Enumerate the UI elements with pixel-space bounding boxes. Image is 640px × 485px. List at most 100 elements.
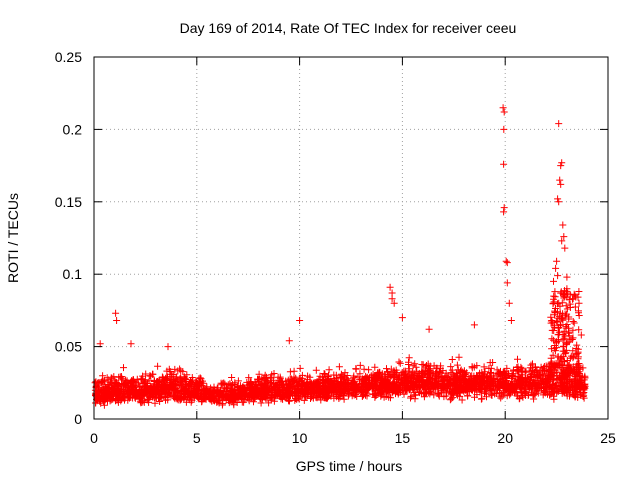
- data-point: [149, 393, 156, 401]
- data-point: [118, 395, 126, 403]
- data-point: [575, 307, 582, 315]
- data-point: [130, 382, 138, 390]
- data-point: [138, 399, 146, 406]
- data-point: [323, 389, 330, 397]
- data-point: [139, 397, 147, 405]
- data-point: [274, 389, 282, 397]
- data-point: [398, 314, 406, 322]
- data-point: [476, 369, 484, 377]
- data-point: [344, 392, 352, 400]
- data-point: [529, 383, 536, 391]
- data-point: [569, 334, 577, 342]
- data-point: [496, 384, 504, 391]
- data-point: [344, 376, 352, 384]
- data-point: [536, 371, 544, 379]
- data-point: [160, 377, 168, 385]
- data-point: [283, 394, 291, 402]
- data-point: [370, 380, 378, 388]
- data-point: [405, 354, 413, 362]
- y-tick-label: 0: [74, 411, 82, 427]
- data-point: [557, 321, 565, 329]
- data-point: [419, 369, 427, 377]
- data-point: [563, 392, 571, 400]
- data-point: [215, 397, 223, 404]
- data-point: [556, 302, 564, 310]
- data-point: [569, 384, 577, 391]
- data-point: [575, 326, 583, 334]
- data-point: [560, 291, 568, 299]
- y-tick-label: 0.2: [63, 121, 83, 137]
- data-point: [389, 380, 397, 388]
- data-point: [573, 364, 581, 372]
- data-point: [565, 313, 573, 321]
- x-axis-label: GPS time / hours: [296, 458, 403, 474]
- data-point: [99, 387, 107, 395]
- data-point: [367, 372, 375, 380]
- data-point: [184, 388, 192, 396]
- data-point: [557, 162, 565, 170]
- data-point: [247, 379, 255, 387]
- data-point: [166, 384, 174, 392]
- data-point: [253, 392, 261, 400]
- data-point: [369, 370, 377, 378]
- data-point: [396, 359, 404, 367]
- data-point: [433, 368, 441, 376]
- data-point: [337, 378, 345, 386]
- data-point: [290, 376, 298, 384]
- data-point: [307, 395, 314, 402]
- data-point: [354, 386, 362, 394]
- data-point: [521, 392, 529, 399]
- data-point: [552, 317, 560, 325]
- data-point: [154, 394, 162, 402]
- data-point: [434, 384, 442, 392]
- data-point: [547, 354, 555, 362]
- data-point: [291, 391, 299, 399]
- data-point: [218, 401, 226, 409]
- data-point: [105, 389, 113, 397]
- data-point: [360, 391, 367, 399]
- data-point: [376, 371, 384, 379]
- data-point: [365, 366, 373, 374]
- data-point: [174, 391, 182, 399]
- data-point: [481, 390, 488, 398]
- data-point: [198, 381, 206, 389]
- data-point: [390, 299, 398, 307]
- data-point: [245, 374, 253, 382]
- data-point: [517, 363, 525, 371]
- data-point: [177, 387, 185, 395]
- data-point: [341, 379, 349, 387]
- data-point: [131, 391, 139, 398]
- data-point: [182, 376, 190, 384]
- data-point: [122, 384, 130, 392]
- data-point: [266, 388, 274, 396]
- data-point: [403, 383, 411, 391]
- data-point: [495, 368, 503, 376]
- data-point: [300, 396, 308, 404]
- data-point: [412, 363, 420, 371]
- ticks-layer: 0 0.05 0.1 0.15 0.2 0.25 0 5 10 15 20 25: [55, 49, 616, 446]
- data-point: [308, 384, 316, 392]
- data-point: [560, 383, 568, 391]
- data-point: [559, 352, 567, 360]
- data-point: [139, 390, 147, 398]
- data-point: [340, 375, 348, 383]
- data-point: [167, 377, 175, 385]
- data-point: [371, 363, 379, 371]
- data-point: [171, 395, 179, 403]
- data-point: [500, 380, 508, 388]
- data-point: [120, 390, 128, 398]
- data-point: [566, 354, 574, 362]
- data-point: [562, 323, 570, 331]
- data-point: [190, 390, 197, 398]
- data-point: [292, 374, 300, 382]
- data-point: [552, 264, 560, 272]
- data-point: [131, 381, 139, 389]
- data-point: [513, 382, 521, 390]
- data-point: [432, 364, 440, 372]
- data-point: [113, 317, 121, 324]
- data-point: [201, 385, 209, 393]
- data-point: [545, 372, 553, 380]
- data-point: [486, 374, 494, 382]
- data-point: [202, 395, 210, 403]
- data-point: [542, 367, 550, 375]
